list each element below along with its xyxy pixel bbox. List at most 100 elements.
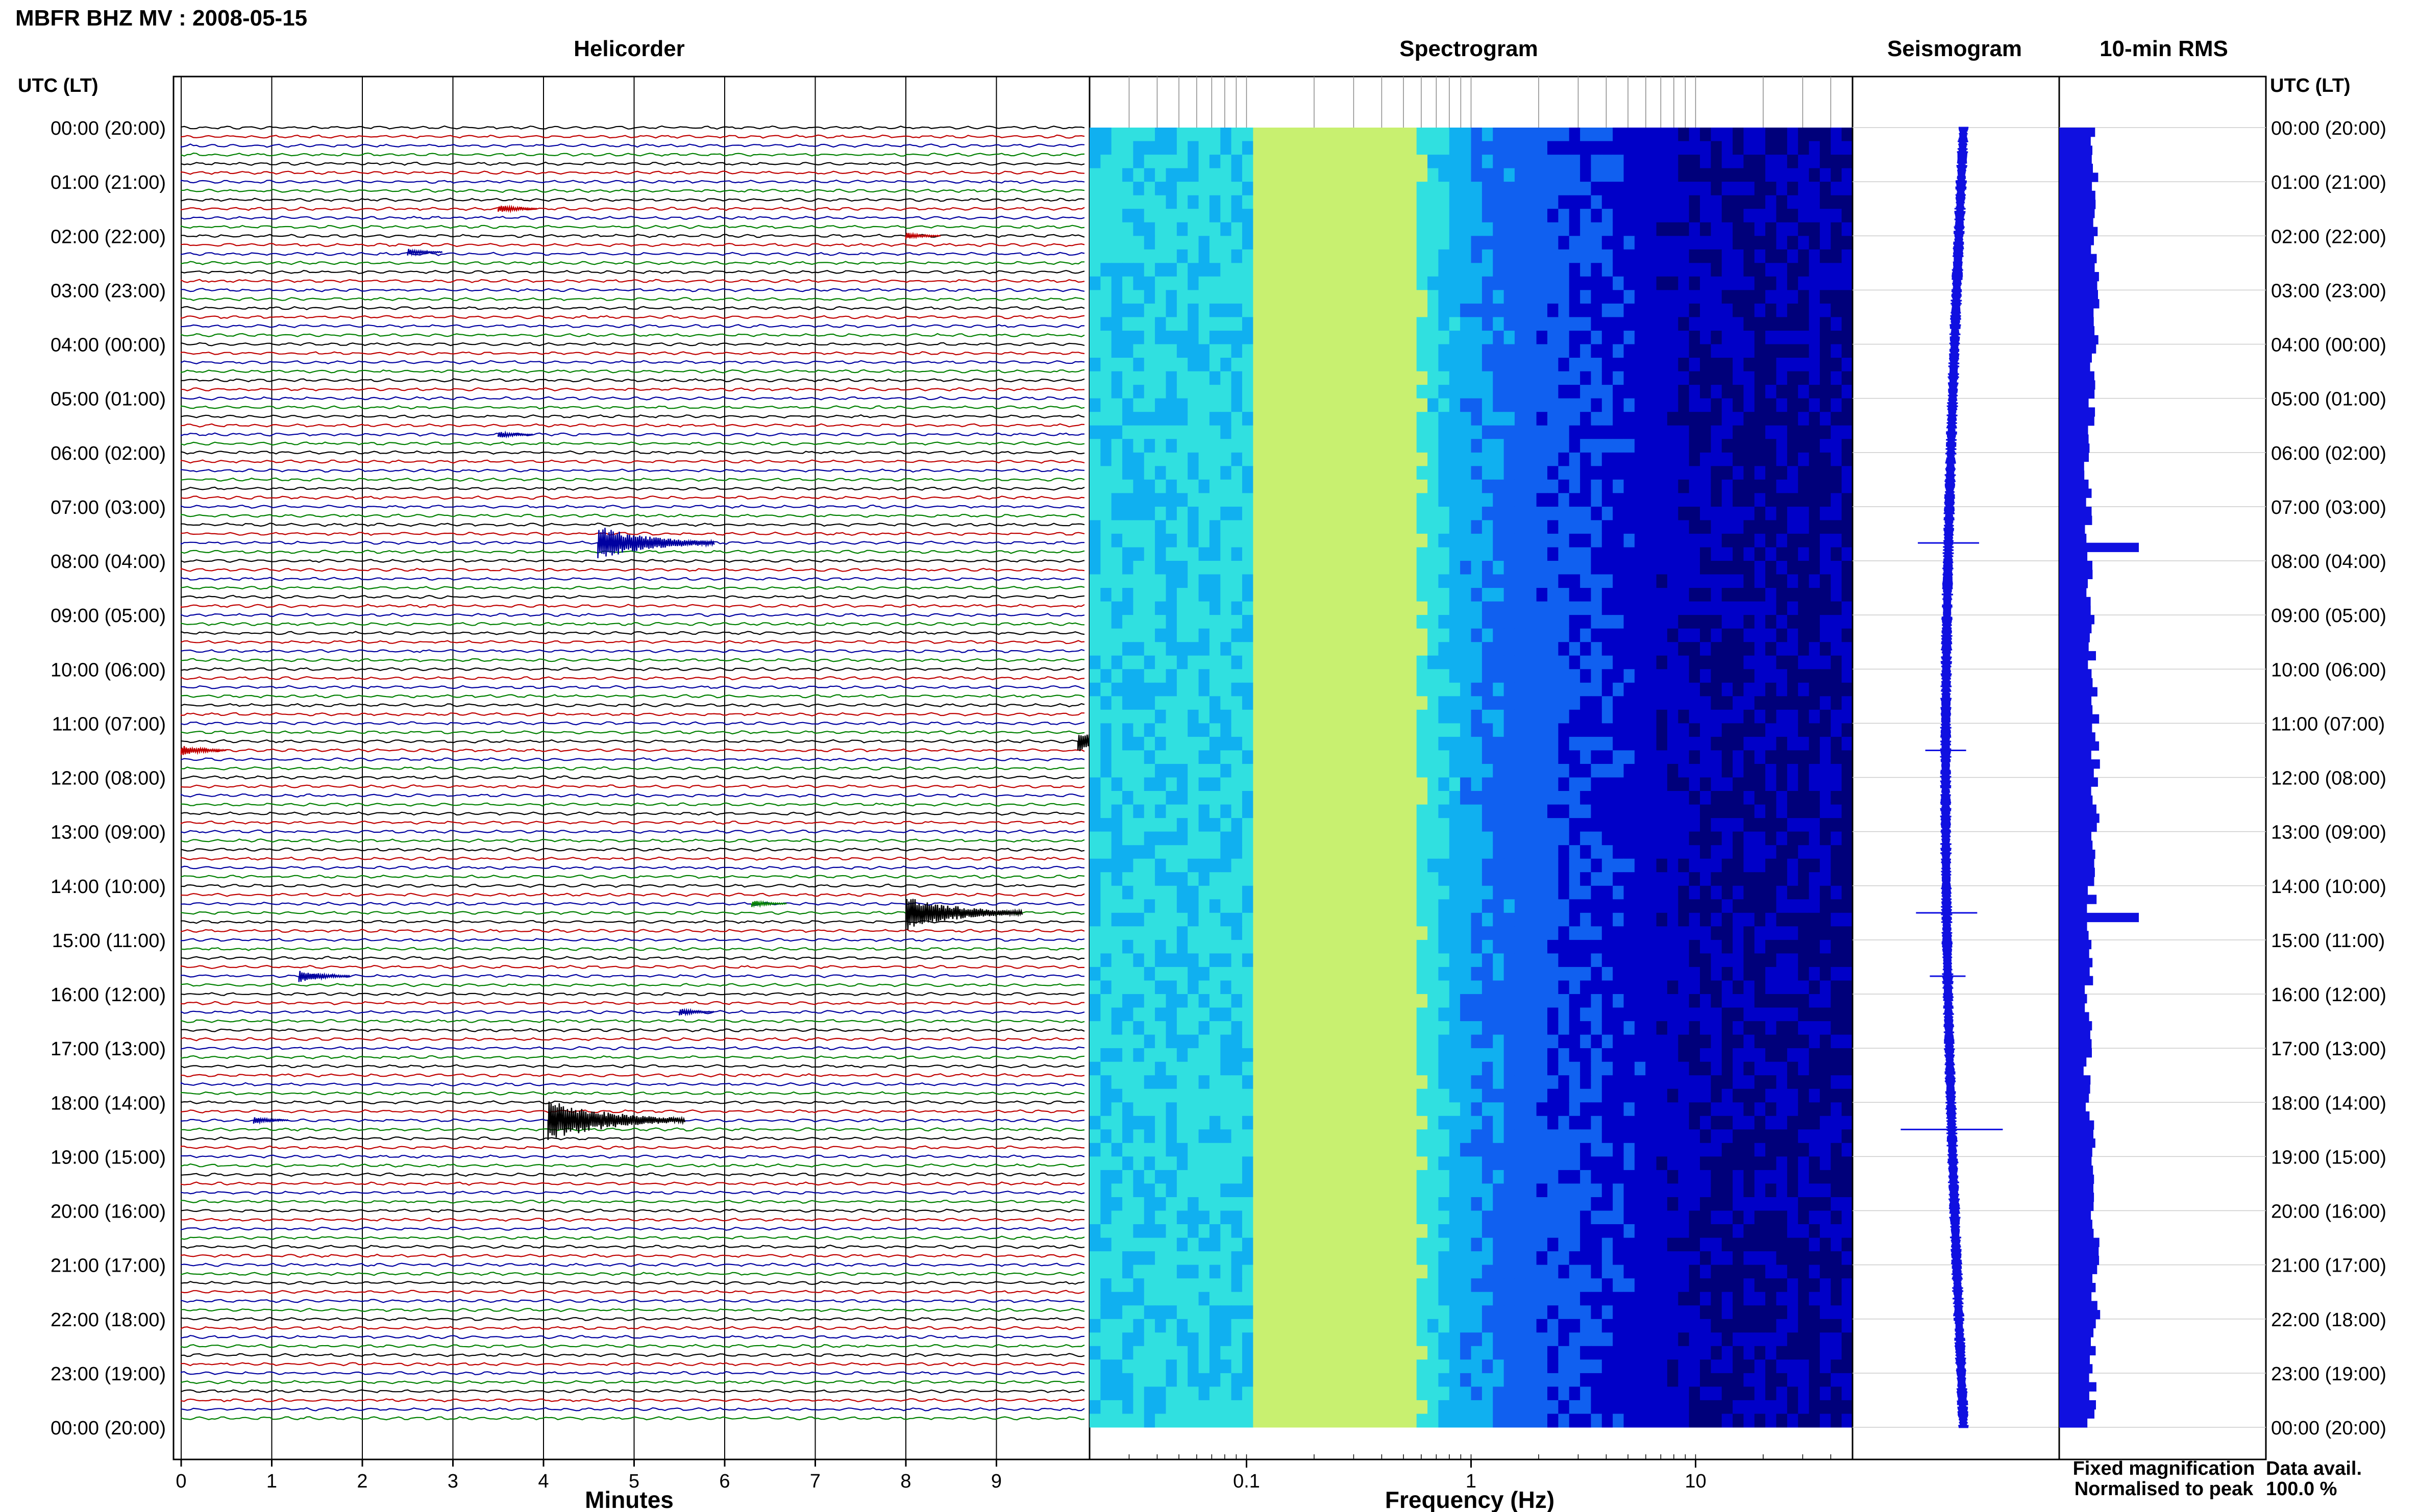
spectrogram-cell — [1558, 764, 1570, 778]
spectrogram-cell — [1351, 1034, 1363, 1049]
spectrogram-cell — [1100, 141, 1112, 155]
spectrogram-cell — [1613, 222, 1624, 236]
spectrogram-cell — [1155, 953, 1167, 968]
spectrogram-cell — [1503, 303, 1515, 317]
helicorder-trace — [180, 1191, 1085, 1195]
spectrogram-cell — [1536, 885, 1548, 900]
spectrogram-cell — [1198, 209, 1210, 223]
spectrogram-cell — [1493, 1007, 1504, 1022]
spectrogram-cell — [1667, 155, 1679, 169]
spectrogram-cell — [1841, 939, 1853, 954]
spectrogram-cell — [1384, 885, 1395, 900]
spectrogram-cell — [1090, 804, 1101, 819]
spectrogram-cell — [1449, 520, 1461, 534]
spectrogram-cell — [1569, 669, 1581, 683]
spectrogram-cell — [1122, 479, 1134, 493]
spectrogram-cell — [1373, 926, 1385, 940]
spectrogram-cell — [1493, 899, 1504, 913]
spectrogram-cell — [1514, 249, 1526, 263]
spectrogram-cell — [1667, 276, 1679, 290]
spectrogram-cell — [1711, 331, 1722, 344]
spectrogram-cell — [1634, 290, 1646, 304]
spectrogram-cell — [1362, 236, 1374, 250]
spectrogram-cell — [1296, 371, 1308, 385]
spectrogram-cell — [1743, 195, 1755, 209]
spectrogram-cell — [1841, 1007, 1853, 1022]
spectrogram-cell — [1591, 425, 1602, 439]
helicorder-trace — [180, 1091, 1085, 1096]
spectrogram-cell — [1667, 1021, 1679, 1035]
spectrogram-cell — [1188, 493, 1199, 507]
spectrogram-cell — [1503, 939, 1515, 954]
spectrogram-cell — [1525, 493, 1537, 507]
spectrogram-cell — [1591, 371, 1602, 385]
spectrogram-cell — [1373, 885, 1385, 900]
spectrogram-cell — [1809, 425, 1820, 439]
spectrogram-cell — [1231, 358, 1243, 371]
spectrogram-cell — [1733, 195, 1744, 209]
spectrogram-cell — [1776, 885, 1788, 900]
spectrogram-cell — [1678, 750, 1690, 764]
spectrogram-cell — [1580, 412, 1592, 426]
spectrogram-cell — [1340, 547, 1352, 561]
spectrogram-cell — [1188, 547, 1199, 561]
spectrogram-cell — [1503, 845, 1515, 859]
spectrogram-cell — [1231, 506, 1243, 520]
spectrogram-cell — [1405, 128, 1417, 141]
spectrogram-cell — [1809, 736, 1820, 751]
spectrogram-cell — [1591, 452, 1602, 466]
spectrogram-cell — [1601, 791, 1613, 805]
spectrogram-cell — [1580, 303, 1592, 317]
spectrogram-cell — [1667, 574, 1679, 588]
spectrogram-cell — [1362, 371, 1374, 385]
spectrogram-cell — [1711, 493, 1722, 507]
spectrogram-cell — [1493, 412, 1504, 426]
spectrogram-cell — [1667, 425, 1679, 439]
spectrogram-cell — [1155, 1007, 1167, 1022]
spectrogram-cell — [1711, 182, 1722, 196]
helicorder-trace — [180, 893, 1085, 897]
spectrogram-cell — [1721, 209, 1733, 223]
spectrogram-cell — [1155, 818, 1167, 832]
spectrogram-cell — [1405, 818, 1417, 832]
spectrogram-cell — [1601, 804, 1613, 819]
spectrogram-cell — [1307, 168, 1319, 182]
spectrogram-cell — [1438, 669, 1450, 683]
hour-label-left: 06:00 (02:00) — [51, 443, 166, 464]
spectrogram-cell — [1591, 696, 1602, 710]
spectrogram-cell — [1623, 845, 1635, 859]
spectrogram-cell — [1176, 574, 1189, 588]
spectrogram-cell — [1144, 276, 1155, 290]
spectrogram-cell — [1427, 912, 1439, 927]
spectrogram-cell — [1733, 736, 1744, 751]
spectrogram-cell — [1307, 276, 1319, 290]
spectrogram-cell — [1427, 1034, 1439, 1049]
spectrogram-cell — [1373, 412, 1385, 426]
spectrogram-cell — [1307, 574, 1319, 588]
spectrogram-cell — [1580, 588, 1592, 602]
spectrogram-cell — [1275, 696, 1287, 710]
spectrogram-cell — [1318, 398, 1330, 412]
spectrogram-cell — [1482, 669, 1494, 683]
spectrogram-cell — [1242, 385, 1254, 399]
spectrogram-cell — [1580, 818, 1592, 832]
spectrogram-cell — [1384, 290, 1395, 304]
spectrogram-cell — [1122, 831, 1134, 846]
spectrogram-cell — [1601, 574, 1613, 588]
spectrogram-cell — [1471, 398, 1483, 412]
spectrogram-cell — [1362, 479, 1374, 493]
spectrogram-cell — [1460, 479, 1472, 493]
spectrogram-cell — [1798, 885, 1810, 900]
spectrogram-cell — [1754, 547, 1766, 561]
spectrogram-cell — [1122, 290, 1134, 304]
spectrogram-cell — [1166, 290, 1177, 304]
spectrogram-cell — [1209, 236, 1221, 250]
spectrogram-cell — [1645, 276, 1657, 290]
spectrogram-cell — [1798, 926, 1810, 940]
spectrogram-cell — [1176, 1048, 1189, 1062]
spectrogram-cell — [1373, 858, 1385, 873]
spectrogram-cell — [1776, 574, 1788, 588]
spectrogram-cell — [1090, 249, 1101, 263]
spectrogram-cell — [1166, 858, 1177, 873]
spectrogram-cell — [1721, 331, 1733, 344]
